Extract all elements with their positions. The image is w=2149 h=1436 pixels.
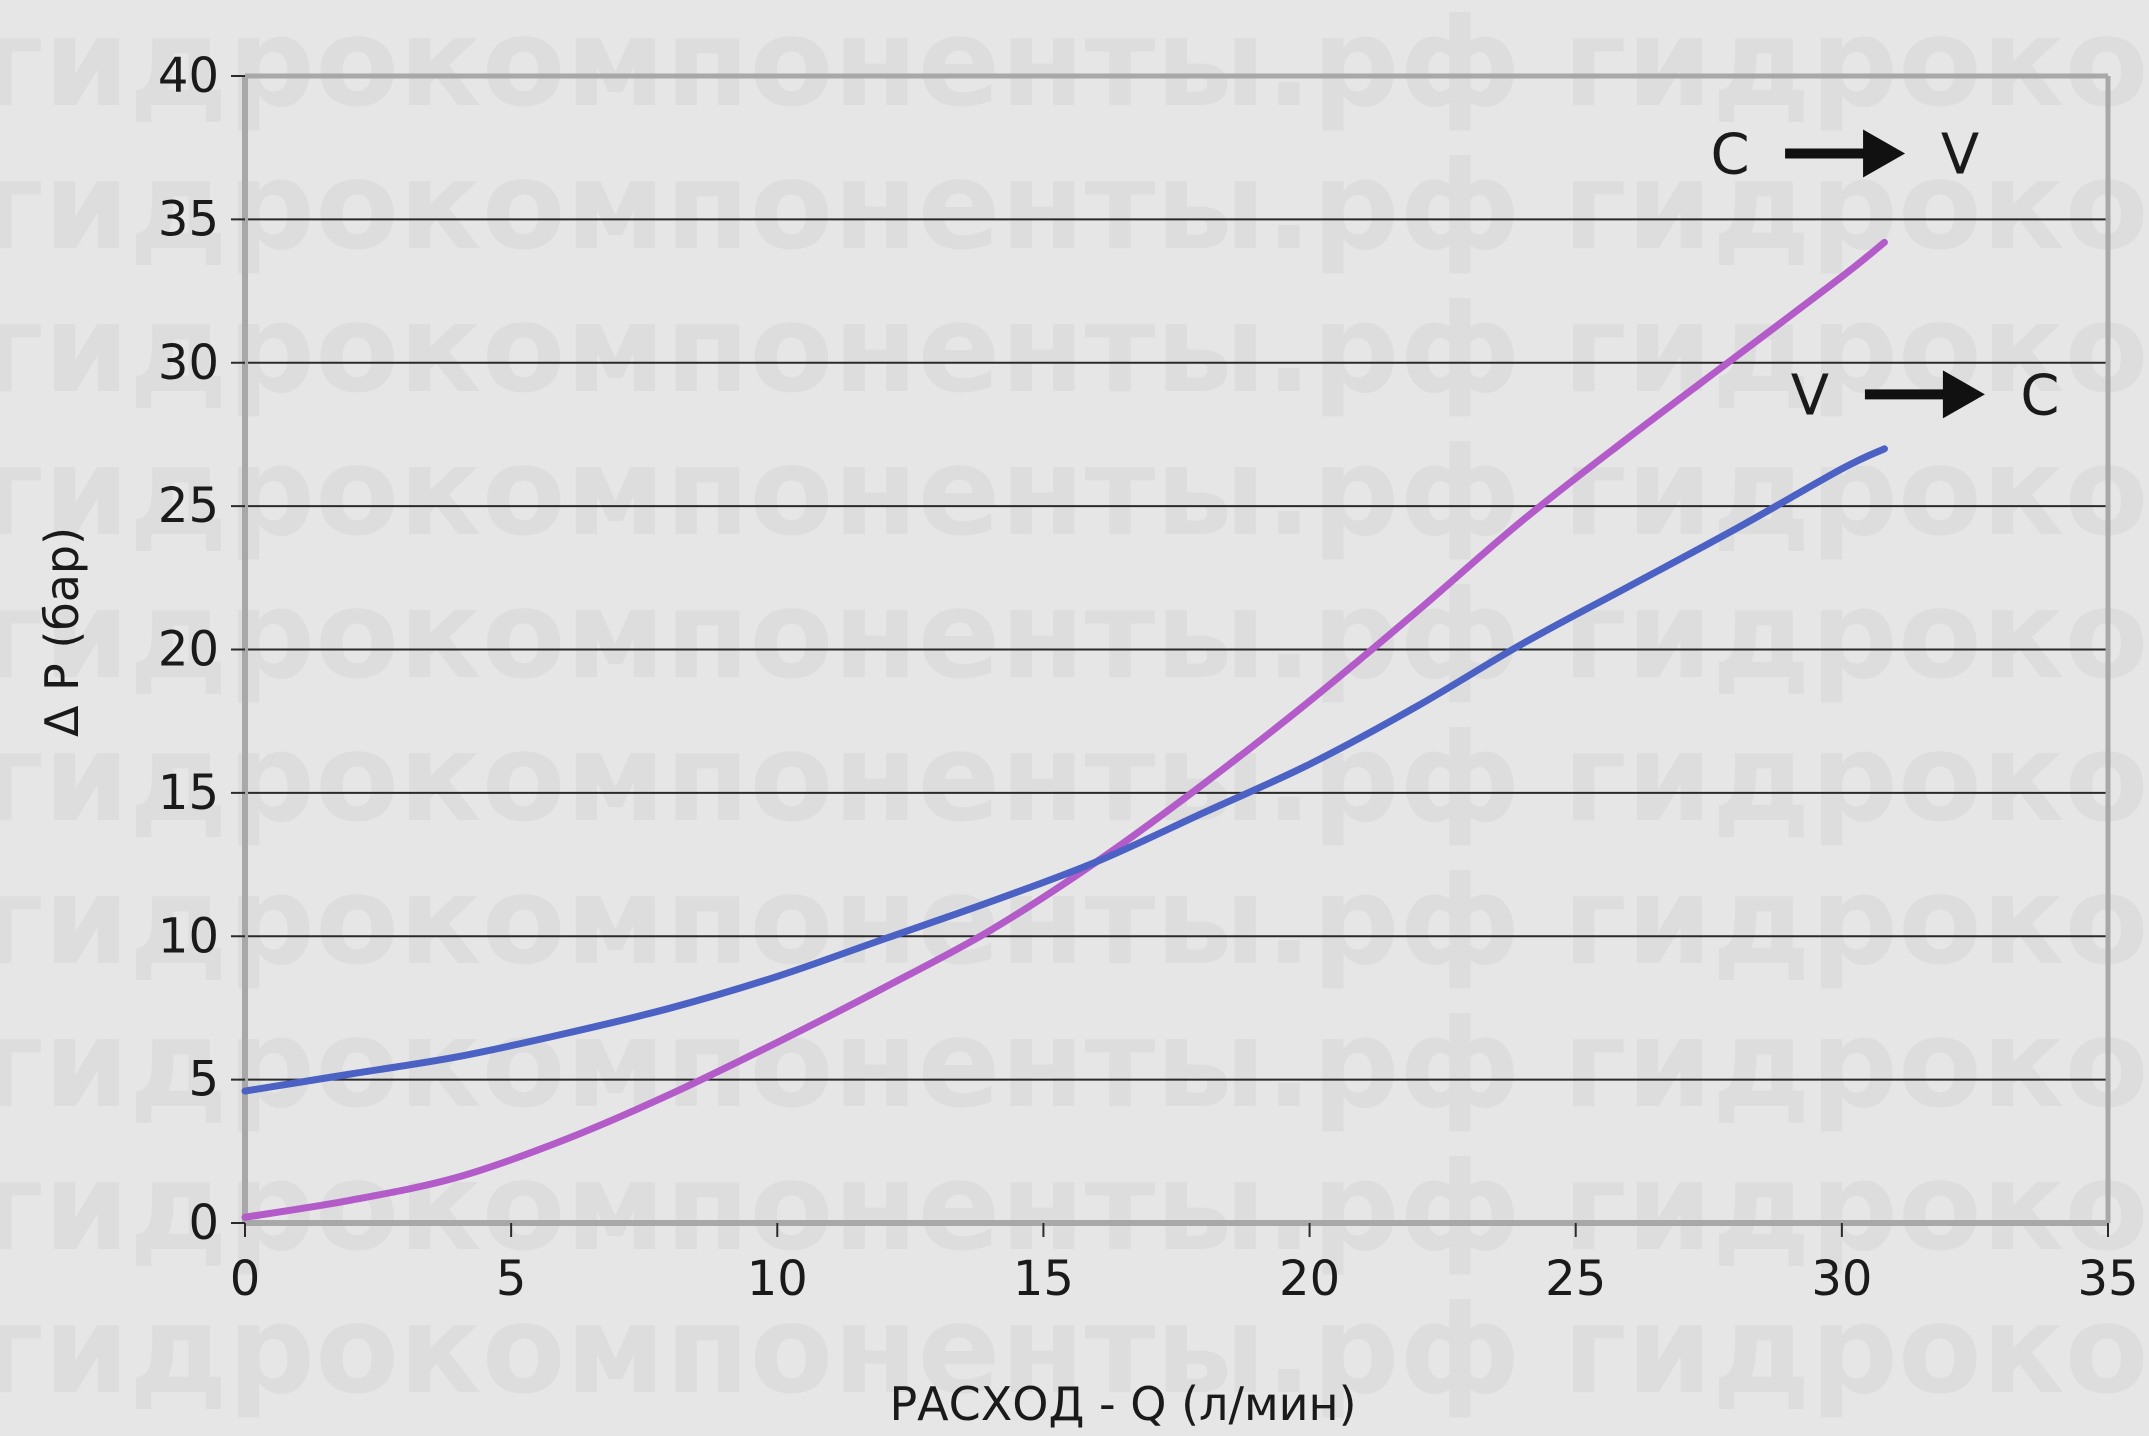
y-tick-label: 15 bbox=[158, 765, 219, 821]
gridlines bbox=[245, 218, 2108, 1081]
x-tick-label: 10 bbox=[747, 1251, 808, 1307]
x-tick-label: 0 bbox=[230, 1251, 261, 1307]
x-tick-label: 20 bbox=[1279, 1251, 1340, 1307]
annotation-to: V bbox=[1941, 122, 1979, 187]
y-tick-label: 40 bbox=[158, 48, 219, 104]
y-tick-label: 5 bbox=[188, 1052, 219, 1108]
annotations: C VV C bbox=[1711, 122, 2060, 428]
y-tick-label: 30 bbox=[158, 335, 219, 391]
y-axis-label: Δ P (бар) bbox=[35, 527, 89, 737]
x-axis-ticks: 0 5 10 15 20 25 30 35 bbox=[230, 1223, 2139, 1307]
x-tick-label: 15 bbox=[1013, 1251, 1074, 1307]
x-axis-label: РАСХОД - Q (л/мин) bbox=[889, 1377, 1356, 1431]
annotation-from: C bbox=[1711, 122, 1750, 187]
x-tick-label: 35 bbox=[2077, 1251, 2138, 1307]
x-tick-label: 30 bbox=[1811, 1251, 1872, 1307]
annotation-to: C bbox=[2020, 363, 2059, 428]
arrow-head bbox=[1942, 370, 1985, 419]
y-tick-label: 35 bbox=[158, 191, 219, 247]
series-line bbox=[241, 445, 1888, 1095]
y-tick-label: 0 bbox=[188, 1195, 219, 1251]
x-tick-label: 5 bbox=[496, 1251, 527, 1307]
series-group bbox=[241, 238, 1888, 1221]
y-axis-ticks: 0 5 10 15 20 25 30 35 40 bbox=[158, 48, 245, 1251]
y-tick-label: 20 bbox=[158, 622, 219, 678]
annotation-from: V bbox=[1791, 363, 1829, 428]
y-tick-label: 25 bbox=[158, 478, 219, 534]
x-tick-label: 25 bbox=[1545, 1251, 1606, 1307]
arrow-head bbox=[1863, 129, 1906, 178]
y-tick-label: 10 bbox=[158, 908, 219, 964]
